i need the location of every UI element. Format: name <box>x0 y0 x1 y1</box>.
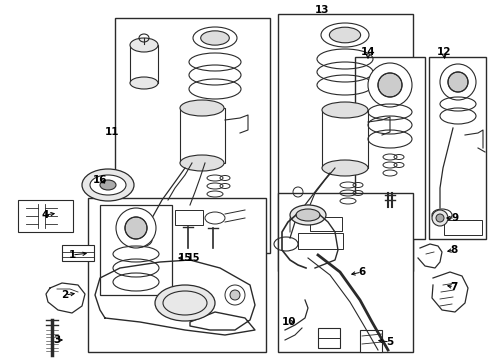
Ellipse shape <box>155 285 215 321</box>
Ellipse shape <box>321 160 367 176</box>
Circle shape <box>439 64 475 100</box>
Text: 15: 15 <box>177 253 192 263</box>
Bar <box>88 198 265 352</box>
Bar <box>115 18 269 253</box>
Bar <box>428 57 485 239</box>
Ellipse shape <box>82 169 134 201</box>
Polygon shape <box>95 260 254 335</box>
Ellipse shape <box>289 205 325 225</box>
Ellipse shape <box>130 38 158 52</box>
Ellipse shape <box>180 100 224 116</box>
Bar <box>317 328 339 348</box>
Bar <box>309 217 341 231</box>
Text: 5: 5 <box>386 337 393 347</box>
Bar <box>180 108 224 163</box>
Text: 11: 11 <box>104 127 119 137</box>
Text: 8: 8 <box>449 245 457 255</box>
Circle shape <box>377 73 401 97</box>
Bar <box>130 45 158 83</box>
Bar <box>100 205 172 295</box>
Bar <box>321 110 367 168</box>
Bar <box>278 14 412 271</box>
Text: 10: 10 <box>281 317 296 327</box>
Ellipse shape <box>90 175 126 195</box>
Ellipse shape <box>431 210 447 226</box>
Ellipse shape <box>130 77 158 89</box>
Text: 3: 3 <box>53 335 61 345</box>
Text: 1: 1 <box>68 250 76 260</box>
Ellipse shape <box>100 180 116 190</box>
Text: 12: 12 <box>436 47 450 57</box>
Ellipse shape <box>180 155 224 171</box>
Text: 6: 6 <box>358 267 365 277</box>
Ellipse shape <box>320 23 368 47</box>
Bar <box>297 233 342 249</box>
Circle shape <box>447 72 467 92</box>
Ellipse shape <box>435 214 443 222</box>
Text: 4: 4 <box>41 210 49 220</box>
Bar <box>62 245 94 261</box>
Text: 2: 2 <box>61 290 68 300</box>
Text: 9: 9 <box>450 213 458 223</box>
Ellipse shape <box>229 290 240 300</box>
Bar <box>354 57 424 239</box>
Bar <box>175 210 203 225</box>
Circle shape <box>116 208 156 248</box>
Ellipse shape <box>200 31 229 45</box>
Text: 15: 15 <box>186 253 200 263</box>
Bar <box>278 193 412 352</box>
Ellipse shape <box>321 102 367 118</box>
Ellipse shape <box>329 27 360 43</box>
Text: 14: 14 <box>360 47 375 57</box>
Ellipse shape <box>193 27 237 49</box>
Text: 16: 16 <box>93 175 107 185</box>
Circle shape <box>125 217 147 239</box>
Bar <box>359 330 381 352</box>
Bar <box>443 220 481 235</box>
Text: 13: 13 <box>314 5 328 15</box>
Bar <box>18 200 73 232</box>
Circle shape <box>367 63 411 107</box>
Ellipse shape <box>295 209 319 221</box>
Text: 7: 7 <box>449 282 457 292</box>
